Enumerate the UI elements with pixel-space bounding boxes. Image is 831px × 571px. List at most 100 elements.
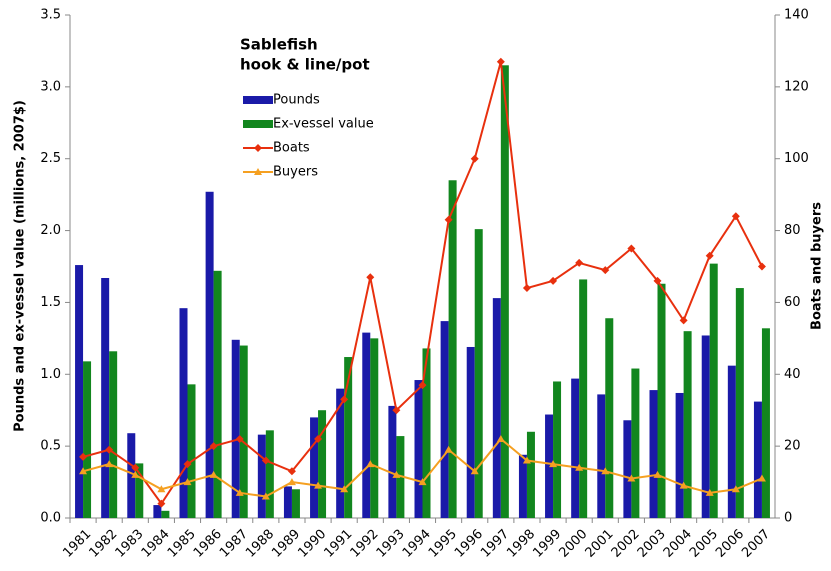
bar bbox=[440, 321, 449, 518]
bar bbox=[518, 454, 527, 518]
bar bbox=[422, 348, 431, 518]
x-tick-label: 2007 bbox=[739, 527, 773, 561]
x-tick-label: 2006 bbox=[713, 527, 747, 561]
x-tick-label: 2004 bbox=[661, 527, 695, 561]
x-tick-label: 1982 bbox=[86, 527, 120, 561]
x-tick-label: 2001 bbox=[583, 527, 617, 561]
bar bbox=[709, 263, 718, 518]
bar bbox=[83, 361, 92, 518]
legend-swatch bbox=[254, 168, 262, 175]
y2-axis-label: Boats and buyers bbox=[810, 202, 825, 330]
x-tick-label: 1989 bbox=[269, 527, 303, 561]
line-marker bbox=[79, 452, 88, 461]
line-marker bbox=[757, 262, 766, 271]
line-marker bbox=[157, 499, 166, 508]
line-marker bbox=[679, 481, 688, 489]
line-marker bbox=[470, 154, 479, 163]
y-tick-label: 2.5 bbox=[40, 151, 61, 166]
x-tick-label: 1999 bbox=[530, 527, 564, 561]
bar bbox=[448, 180, 457, 518]
bar bbox=[571, 378, 580, 518]
bar bbox=[414, 380, 423, 518]
y-tick-label: 1.5 bbox=[40, 295, 61, 310]
line-marker bbox=[392, 470, 401, 478]
legend-label: Pounds bbox=[273, 93, 320, 108]
y-axis-label: Pounds and ex-vessel value (millions, 20… bbox=[13, 100, 28, 432]
bar bbox=[101, 277, 110, 518]
bar bbox=[623, 420, 632, 518]
line-marker bbox=[418, 381, 427, 390]
bar bbox=[545, 414, 554, 518]
y2-tick-label: 100 bbox=[784, 151, 809, 166]
line-marker bbox=[496, 434, 505, 442]
y2-tick-label: 40 bbox=[784, 367, 801, 382]
x-tick-label: 1984 bbox=[139, 527, 173, 561]
line-marker bbox=[757, 474, 766, 482]
bar bbox=[597, 394, 606, 518]
bar bbox=[500, 65, 509, 519]
bar bbox=[187, 384, 196, 518]
x-tick-label: 1991 bbox=[321, 527, 355, 561]
bar bbox=[336, 388, 345, 518]
line-marker bbox=[470, 467, 479, 475]
bar bbox=[605, 318, 614, 518]
x-tick-label: 2005 bbox=[687, 527, 721, 561]
bar bbox=[161, 510, 170, 518]
bar bbox=[761, 328, 770, 518]
line-marker bbox=[366, 460, 375, 468]
x-tick-label: 1990 bbox=[295, 527, 329, 561]
bar bbox=[388, 405, 397, 518]
line-marker bbox=[314, 434, 323, 443]
line-marker bbox=[418, 478, 427, 486]
line-marker bbox=[575, 258, 584, 267]
line-marker bbox=[731, 485, 740, 493]
line-marker bbox=[601, 266, 610, 275]
bar bbox=[579, 279, 588, 518]
bar bbox=[466, 346, 475, 518]
line-marker bbox=[209, 470, 218, 478]
chart-subtitle: hook & line/pot bbox=[240, 56, 370, 74]
line-marker bbox=[261, 456, 270, 465]
line-marker bbox=[705, 251, 714, 260]
bar bbox=[205, 191, 214, 519]
bar bbox=[735, 288, 744, 518]
bar bbox=[310, 417, 319, 518]
line-marker bbox=[549, 276, 558, 285]
line-marker bbox=[340, 395, 349, 404]
y-tick-label: 0.5 bbox=[40, 439, 61, 454]
line-marker bbox=[105, 445, 114, 454]
line-marker bbox=[731, 212, 740, 221]
x-tick-label: 1988 bbox=[243, 527, 277, 561]
bar bbox=[675, 392, 684, 518]
bar bbox=[474, 229, 483, 519]
y2-tick-label: 60 bbox=[784, 295, 801, 310]
line-marker bbox=[522, 284, 531, 293]
x-tick-label: 2000 bbox=[556, 527, 590, 561]
x-tick-label: 2003 bbox=[635, 527, 669, 561]
x-tick-label: 1986 bbox=[191, 527, 225, 561]
line-marker bbox=[444, 215, 453, 224]
legend-label: Boats bbox=[273, 141, 310, 156]
bar bbox=[649, 390, 658, 518]
chart-title: Sablefish bbox=[240, 36, 318, 54]
y-tick-label: 3.5 bbox=[40, 8, 61, 23]
line-marker bbox=[79, 467, 88, 475]
line-marker bbox=[157, 485, 166, 493]
bar bbox=[657, 283, 666, 518]
line-marker bbox=[522, 456, 531, 464]
legend-label: Buyers bbox=[273, 165, 318, 180]
line-marker bbox=[392, 406, 401, 415]
bar bbox=[753, 401, 762, 518]
y-tick-label: 2.0 bbox=[40, 223, 61, 238]
x-tick-label: 1993 bbox=[374, 527, 408, 561]
line-marker bbox=[235, 434, 244, 443]
line-marker bbox=[340, 485, 349, 493]
bar bbox=[239, 345, 248, 518]
x-tick-label: 2002 bbox=[609, 527, 643, 561]
line-marker bbox=[314, 481, 323, 489]
bar bbox=[492, 298, 501, 518]
x-tick-label: 1995 bbox=[426, 527, 460, 561]
y2-tick-label: 120 bbox=[784, 79, 809, 94]
bar bbox=[291, 489, 300, 518]
